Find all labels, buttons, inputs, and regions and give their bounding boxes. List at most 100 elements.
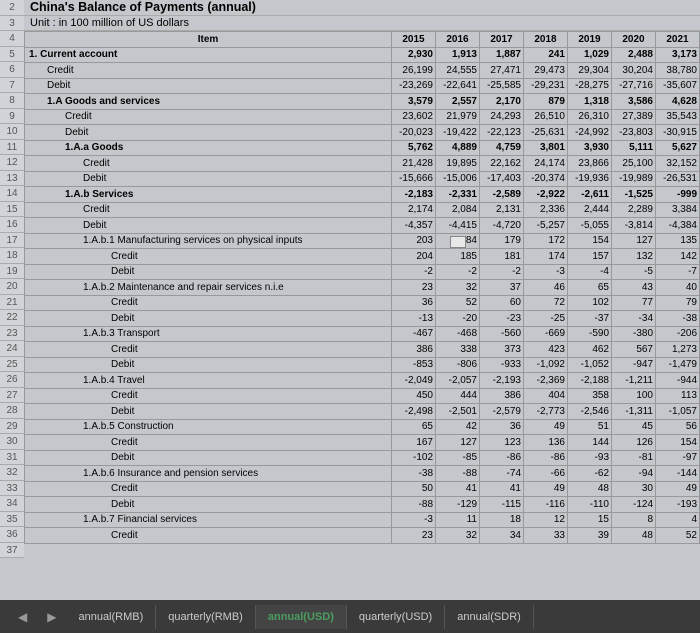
data-cell[interactable]: -25,585: [480, 78, 524, 94]
data-cell[interactable]: -23,269: [392, 78, 436, 94]
data-cell[interactable]: -467: [392, 326, 436, 342]
data-cell[interactable]: -35,607: [656, 78, 700, 94]
data-cell[interactable]: -19,936: [568, 171, 612, 187]
data-cell[interactable]: -1,211: [612, 373, 656, 389]
table-row[interactable]: Credit23,60221,97924,29326,51026,31027,3…: [25, 109, 700, 125]
data-cell[interactable]: -2,369: [524, 373, 568, 389]
data-cell[interactable]: -26,531: [656, 171, 700, 187]
row-number[interactable]: 34: [0, 496, 24, 512]
data-cell[interactable]: 51: [568, 419, 612, 435]
data-cell[interactable]: 34: [480, 528, 524, 544]
data-cell[interactable]: -29,231: [524, 78, 568, 94]
data-cell[interactable]: -2,188: [568, 373, 612, 389]
table-row[interactable]: Debit-2,498-2,501-2,579-2,773-2,546-1,31…: [25, 404, 700, 420]
data-cell[interactable]: 373: [480, 342, 524, 358]
table-row[interactable]: Credit21,42819,89522,16224,17423,86625,1…: [25, 156, 700, 172]
data-cell[interactable]: 41: [436, 481, 480, 497]
data-cell[interactable]: -2,546: [568, 404, 612, 420]
data-cell[interactable]: 65: [568, 280, 612, 296]
data-cell[interactable]: 21,979: [436, 109, 480, 125]
data-cell[interactable]: -5: [612, 264, 656, 280]
row-number[interactable]: 36: [0, 527, 24, 543]
data-cell[interactable]: 2,488: [612, 47, 656, 63]
data-cell[interactable]: 2,170: [480, 94, 524, 110]
row-number[interactable]: 5: [0, 47, 24, 63]
data-cell[interactable]: -1,525: [612, 187, 656, 203]
tab-nav-next-icon[interactable]: ▶: [37, 610, 66, 624]
row-number[interactable]: 12: [0, 155, 24, 171]
data-cell[interactable]: -94: [612, 466, 656, 482]
data-cell[interactable]: 142: [656, 249, 700, 265]
data-cell[interactable]: -22,123: [480, 125, 524, 141]
data-cell[interactable]: 38,780: [656, 63, 700, 79]
data-cell[interactable]: 185: [436, 249, 480, 265]
table-row[interactable]: Debit-2-2-2-3-4-5-7: [25, 264, 700, 280]
data-cell[interactable]: 136: [524, 435, 568, 451]
data-cell[interactable]: -110: [568, 497, 612, 513]
row-number[interactable]: 28: [0, 403, 24, 419]
data-cell[interactable]: 32: [436, 528, 480, 544]
row-number[interactable]: 10: [0, 124, 24, 140]
row-number[interactable]: 25: [0, 357, 24, 373]
data-cell[interactable]: -86: [480, 450, 524, 466]
data-cell[interactable]: 135: [656, 233, 700, 249]
table-row[interactable]: 1.A.b.7 Financial services-31118121584: [25, 512, 700, 528]
data-cell[interactable]: -20: [436, 311, 480, 327]
row-number[interactable]: 19: [0, 264, 24, 280]
data-cell[interactable]: -88: [436, 466, 480, 482]
row-number[interactable]: 33: [0, 481, 24, 497]
data-cell[interactable]: 23: [392, 280, 436, 296]
data-cell[interactable]: 30: [612, 481, 656, 497]
data-cell[interactable]: -7: [656, 264, 700, 280]
data-cell[interactable]: 19,895: [436, 156, 480, 172]
data-cell[interactable]: 5,111: [612, 140, 656, 156]
data-cell[interactable]: 144: [568, 435, 612, 451]
data-cell[interactable]: -74: [480, 466, 524, 482]
row-number[interactable]: 4: [0, 31, 24, 47]
row-number[interactable]: 32: [0, 465, 24, 481]
data-cell[interactable]: 41: [480, 481, 524, 497]
data-cell[interactable]: 50: [392, 481, 436, 497]
data-cell[interactable]: 2,444: [568, 202, 612, 218]
row-number[interactable]: 31: [0, 450, 24, 466]
data-cell[interactable]: -17,403: [480, 171, 524, 187]
row-number[interactable]: 6: [0, 62, 24, 78]
data-cell[interactable]: -3,814: [612, 218, 656, 234]
data-cell[interactable]: 204: [392, 249, 436, 265]
data-cell[interactable]: -15,006: [436, 171, 480, 187]
table-row[interactable]: Credit2,1742,0842,1312,3362,4442,2893,38…: [25, 202, 700, 218]
data-cell[interactable]: 49: [524, 419, 568, 435]
data-cell[interactable]: 127: [612, 233, 656, 249]
data-cell[interactable]: 32: [436, 280, 480, 296]
data-cell[interactable]: 1,913: [436, 47, 480, 63]
data-cell[interactable]: -115: [480, 497, 524, 513]
data-cell[interactable]: 36: [392, 295, 436, 311]
row-number[interactable]: 21: [0, 295, 24, 311]
row-number[interactable]: 29: [0, 419, 24, 435]
table-row[interactable]: 1.A.b.1 Manufacturing services on physic…: [25, 233, 700, 249]
data-cell[interactable]: -2,049: [392, 373, 436, 389]
table-row[interactable]: 1.A Goods and services3,5792,5572,170879…: [25, 94, 700, 110]
data-cell[interactable]: 26,199: [392, 63, 436, 79]
table-row[interactable]: Credit450444386404358100113: [25, 388, 700, 404]
data-cell[interactable]: -947: [612, 357, 656, 373]
data-cell[interactable]: -3: [392, 512, 436, 528]
table-row[interactable]: 1.A.a Goods5,7624,8894,7593,8013,9305,11…: [25, 140, 700, 156]
data-cell[interactable]: -4,720: [480, 218, 524, 234]
data-cell[interactable]: -62: [568, 466, 612, 482]
data-cell[interactable]: -944: [656, 373, 700, 389]
data-cell[interactable]: -38: [656, 311, 700, 327]
row-number[interactable]: 7: [0, 78, 24, 94]
data-cell[interactable]: -380: [612, 326, 656, 342]
data-cell[interactable]: 29,304: [568, 63, 612, 79]
row-number[interactable]: 3: [0, 16, 24, 32]
data-cell[interactable]: 567: [612, 342, 656, 358]
data-cell[interactable]: 26,310: [568, 109, 612, 125]
data-cell[interactable]: -20,374: [524, 171, 568, 187]
data-cell[interactable]: 5,627: [656, 140, 700, 156]
data-cell[interactable]: 338: [436, 342, 480, 358]
row-number[interactable]: 23: [0, 326, 24, 342]
row-number[interactable]: 24: [0, 341, 24, 357]
data-cell[interactable]: -1,311: [612, 404, 656, 420]
data-cell[interactable]: 203: [392, 233, 436, 249]
